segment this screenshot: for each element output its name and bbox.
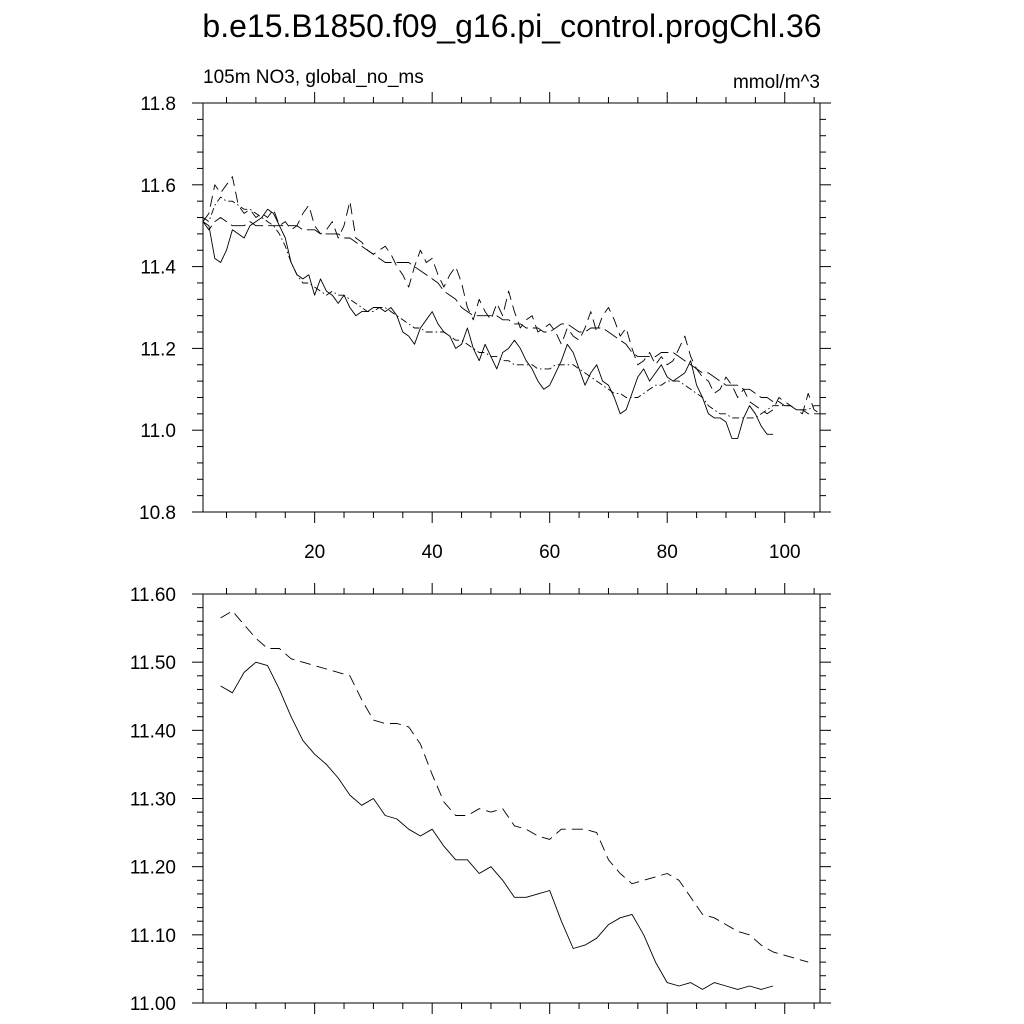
top-panel: 105m NO3, global_no_ms mmol/m^3 20 40 60 80 10… bbox=[139, 67, 831, 563]
series-line-long-dash bbox=[202, 217, 820, 415]
y-tick-label: 11.10 bbox=[130, 926, 176, 947]
y-tick-label: 11.6 bbox=[140, 176, 176, 197]
left-subtitle: 105m NO3, global_no_ms bbox=[203, 67, 424, 88]
series-line-dash-dot bbox=[202, 196, 820, 419]
y-tick-label: 11.8 bbox=[140, 94, 176, 115]
y-tick-label: 11.30 bbox=[130, 790, 176, 811]
x-tick-label: 100 bbox=[769, 542, 801, 563]
x-tick-label: 40 bbox=[422, 542, 443, 563]
y-tick-label: 11.00 bbox=[130, 994, 176, 1015]
y-tick-label: 11.4 bbox=[140, 258, 176, 279]
series-line-dashed bbox=[202, 176, 821, 415]
series-line-dashed bbox=[220, 610, 809, 963]
y-tick-label: 11.40 bbox=[130, 721, 176, 742]
series-line-solid bbox=[202, 208, 773, 439]
x-tick-label: 20 bbox=[304, 542, 325, 563]
right-subtitle: mmol/m^3 bbox=[733, 72, 820, 93]
bottom-panel: 11.00 11.10 11.20 11.30 11.40 11.50 11.60 bbox=[130, 583, 831, 1015]
series-line-solid bbox=[220, 661, 774, 990]
x-tick-label: 60 bbox=[539, 542, 560, 563]
plot-frame bbox=[202, 593, 821, 1004]
y-tick-label: 11.0 bbox=[140, 421, 176, 442]
figure-title: b.e15.B1850.f09_g16.pi_control.progChl.3… bbox=[202, 8, 821, 44]
y-tick-label: 11.2 bbox=[140, 339, 176, 360]
x-tick-label: 80 bbox=[657, 542, 678, 563]
y-tick-label: 10.8 bbox=[139, 503, 176, 524]
plot-frame bbox=[202, 102, 821, 513]
y-tick-label: 11.20 bbox=[130, 858, 176, 879]
y-tick-label: 11.50 bbox=[130, 653, 176, 674]
y-tick-label: 11.60 bbox=[130, 585, 176, 606]
